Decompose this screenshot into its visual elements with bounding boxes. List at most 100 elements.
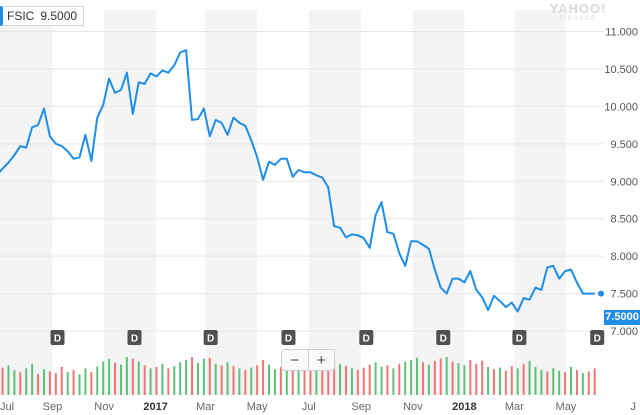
volume-bar <box>268 364 271 395</box>
dividend-marker-box <box>590 330 605 345</box>
zoom-in-button[interactable]: + <box>307 350 335 370</box>
x-tick-label: Mar <box>196 401 215 413</box>
volume-bar <box>463 365 466 395</box>
volume-bar <box>214 363 217 395</box>
series-legend[interactable]: FSIC 9.5000 <box>0 6 85 26</box>
volume-bar <box>433 360 436 395</box>
volume-bar <box>475 363 478 395</box>
x-tick-label: Sep <box>351 401 371 413</box>
volume-bar <box>362 367 365 395</box>
volume-bar <box>208 357 211 395</box>
volume-bar <box>469 360 472 395</box>
volume-bar <box>552 368 555 395</box>
volume-bar <box>327 365 330 395</box>
month-band <box>308 10 362 395</box>
x-tick-label: Jul <box>302 401 316 413</box>
volume-bar <box>534 366 537 395</box>
dividend-marker: D <box>127 330 142 345</box>
volume-bar <box>226 362 229 395</box>
volume-bar <box>19 372 22 395</box>
y-axis-tick-labels: 11.000 10.500 10.000 9.500 9.000 8.500 8.000 7.… <box>604 26 638 338</box>
dividend-marker-box <box>50 330 65 345</box>
volume-bar <box>114 362 117 395</box>
volume-bar <box>238 368 241 395</box>
volume-bar <box>374 362 377 395</box>
volume-bar <box>72 369 75 395</box>
dividend-marker-box <box>436 330 451 345</box>
volume-bar <box>564 372 567 395</box>
volume-bar <box>13 370 16 395</box>
volume-bar <box>587 371 590 395</box>
volume-bar <box>404 361 407 395</box>
volume-bar <box>481 360 484 395</box>
y-tick-label: 10.000 <box>604 101 638 113</box>
volume-bar <box>427 364 430 395</box>
volume-bar <box>581 372 584 395</box>
volume-bar <box>498 367 501 395</box>
y-tick-label: 7.000 <box>610 326 638 338</box>
volume-bar <box>339 363 342 395</box>
yahoo-finance-watermark: YAHOO! FINANCE <box>548 2 608 22</box>
watermark-line2: FINANCE <box>559 16 597 22</box>
volume-bar <box>96 366 99 395</box>
dividend-marker-label: D <box>207 334 214 345</box>
volume-bar <box>504 370 507 395</box>
dividend-marker-box <box>203 330 218 345</box>
volume-bar <box>321 368 324 395</box>
volume-bar <box>42 369 45 395</box>
x-tick-label: Sep <box>43 401 63 413</box>
last-price-dot <box>598 290 604 297</box>
dividend-marker-label: D <box>440 334 447 345</box>
volume-bar <box>262 360 265 395</box>
volume-bar <box>386 365 389 395</box>
volume-bar <box>84 368 87 395</box>
volume-bar <box>143 365 146 395</box>
volume-bar <box>522 363 525 395</box>
volume-bar <box>570 366 573 395</box>
volume-bar <box>167 368 170 395</box>
volume-bar <box>125 357 128 395</box>
volume-bars <box>1 357 596 395</box>
volume-bar <box>593 368 596 395</box>
volume-bar <box>119 364 122 395</box>
y-tick-label: 9.500 <box>610 139 638 151</box>
dividend-marker: D <box>590 330 605 345</box>
volume-bar <box>445 357 448 395</box>
price-line[interactable] <box>0 49 595 313</box>
volume-bar <box>410 360 413 395</box>
volume-bar <box>244 369 247 395</box>
y-tick-label: 8.000 <box>610 251 638 263</box>
volume-bar <box>350 368 353 395</box>
volume-bar <box>78 374 81 395</box>
volume-bar <box>303 367 306 395</box>
volume-bar <box>457 363 460 395</box>
volume-bar <box>416 357 419 395</box>
volume-bar <box>102 361 105 395</box>
volume-bar <box>315 366 318 395</box>
volume-bar <box>487 366 490 395</box>
x-tick-label: 2017 <box>143 401 167 413</box>
dividend-marker-box <box>127 330 142 345</box>
zoom-out-button[interactable]: − <box>290 351 300 369</box>
volume-bar <box>540 369 543 395</box>
volume-bar <box>451 361 454 395</box>
volume-bar <box>185 360 188 395</box>
y-tick-label: 11.000 <box>605 26 638 38</box>
y-tick-label: 7.500 <box>610 289 638 301</box>
legend-value: 9.5000 <box>40 9 78 23</box>
volume-bar <box>191 357 194 395</box>
volume-bar <box>196 363 199 395</box>
volume-bar <box>546 371 549 395</box>
volume-bar <box>54 372 57 395</box>
last-price-label: 7.5000 <box>604 310 640 325</box>
dividend-marker-label: D <box>131 334 138 345</box>
dividend-marker: D <box>281 330 296 345</box>
volume-bar <box>202 358 205 395</box>
dividend-marker-label: D <box>363 334 370 345</box>
volume-bar <box>528 360 531 395</box>
dividend-marker-label: D <box>594 334 601 345</box>
volume-bar <box>137 361 140 395</box>
dividend-marker: D <box>436 330 451 345</box>
y-tick-label: 10.500 <box>604 64 638 76</box>
volume-bar <box>291 364 294 395</box>
